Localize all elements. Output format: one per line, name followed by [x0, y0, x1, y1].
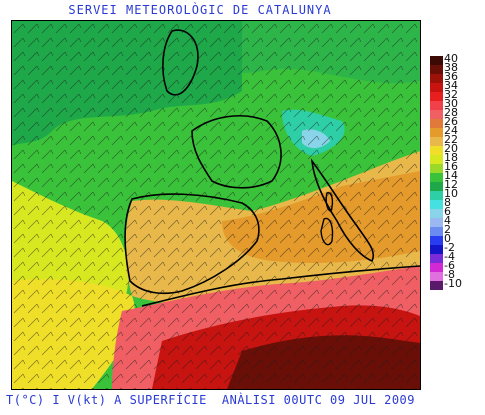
- temperature-legend: 40 38 36 34 32 30 28 26 24 22 20 18 16 14 12 10 8 6 4 2 0 -2-…: [430, 52, 485, 290]
- legend-item: 40: [430, 52, 485, 65]
- legend-item: 38: [430, 61, 485, 74]
- legend-swatch: [430, 83, 443, 92]
- legend-swatch: [430, 110, 443, 119]
- legend-swatch: [430, 191, 443, 200]
- legend-swatch: [430, 245, 443, 254]
- legend-label: -10: [444, 277, 462, 290]
- map-title: SERVEI METEOROLÒGIC DE CATALUNYA: [68, 3, 332, 17]
- legend-item: -8: [430, 268, 485, 281]
- legend-item: 6: [430, 205, 485, 218]
- legend-item: 0: [430, 232, 485, 245]
- legend-swatch: [430, 173, 443, 182]
- legend-swatch: [430, 218, 443, 227]
- legend-item: 2: [430, 223, 485, 236]
- map-caption: T(°C) I V(kt) A SUPERFÍCIE: [6, 393, 207, 407]
- legend-swatch: [430, 281, 443, 290]
- legend-swatch: [430, 155, 443, 164]
- legend-label: 10: [444, 187, 458, 200]
- legend-swatch: [430, 227, 443, 236]
- legend-item: -6: [430, 259, 485, 272]
- legend-item: 36: [430, 70, 485, 83]
- legend-item: 12: [430, 178, 485, 191]
- legend-item: 18: [430, 151, 485, 164]
- legend-label: 26: [444, 115, 458, 128]
- legend-swatch: [430, 209, 443, 218]
- legend-swatch: [430, 146, 443, 155]
- legend-swatch: [430, 92, 443, 101]
- legend-label: 16: [444, 160, 458, 173]
- legend-label: 40: [444, 52, 458, 65]
- legend-swatch: [430, 119, 443, 128]
- legend-label: 14: [444, 169, 458, 182]
- legend-swatch: [430, 272, 443, 281]
- temperature-wind-map: [11, 20, 421, 390]
- legend-item: 30: [430, 97, 485, 110]
- legend-item: 26: [430, 115, 485, 128]
- legend-item: 24: [430, 124, 485, 137]
- legend-swatch: [430, 65, 443, 74]
- legend-swatch: [430, 236, 443, 245]
- legend-label: -4: [444, 250, 455, 263]
- legend-swatch: [430, 56, 443, 65]
- legend-item: 14: [430, 169, 485, 182]
- legend-label: 32: [444, 88, 458, 101]
- legend-label: 28: [444, 106, 458, 119]
- legend-swatch: [430, 200, 443, 209]
- legend-item: -10: [430, 277, 485, 290]
- legend-label: 12: [444, 178, 458, 191]
- legend-label: 18: [444, 151, 458, 164]
- legend-swatch: [430, 137, 443, 146]
- legend-item: 32: [430, 88, 485, 101]
- wind-barbs: [12, 21, 420, 389]
- analysis-timestamp: ANÀLISI 00UTC 09 JUL 2009: [221, 393, 415, 407]
- legend-label: 30: [444, 97, 458, 110]
- legend-label: 0: [444, 232, 451, 245]
- legend-swatch: [430, 164, 443, 173]
- legend-label: 8: [444, 196, 451, 209]
- legend-label: 24: [444, 124, 458, 137]
- legend-swatch: [430, 128, 443, 137]
- legend-label: -2: [444, 241, 455, 254]
- legend-label: -6: [444, 259, 455, 272]
- legend-item: 10: [430, 187, 485, 200]
- legend-swatch: [430, 254, 443, 263]
- legend-item: 20: [430, 142, 485, 155]
- legend-item: 34: [430, 79, 485, 92]
- legend-label: 20: [444, 142, 458, 155]
- legend-item: 16: [430, 160, 485, 173]
- legend-swatch: [430, 101, 443, 110]
- legend-item: -4: [430, 250, 485, 263]
- legend-swatch: [430, 74, 443, 83]
- legend-label: 36: [444, 70, 458, 83]
- legend-item: -2: [430, 241, 485, 254]
- legend-label: 4: [444, 214, 451, 227]
- legend-item: 4: [430, 214, 485, 227]
- legend-swatch: [430, 263, 443, 272]
- legend-swatch: [430, 182, 443, 191]
- legend-item: 28: [430, 106, 485, 119]
- legend-label: 34: [444, 79, 458, 92]
- legend-label: -8: [444, 268, 455, 281]
- legend-label: 2: [444, 223, 451, 236]
- legend-item: 22: [430, 133, 485, 146]
- legend-item: 8: [430, 196, 485, 209]
- legend-label: 6: [444, 205, 451, 218]
- legend-label: 22: [444, 133, 458, 146]
- legend-label: 38: [444, 61, 458, 74]
